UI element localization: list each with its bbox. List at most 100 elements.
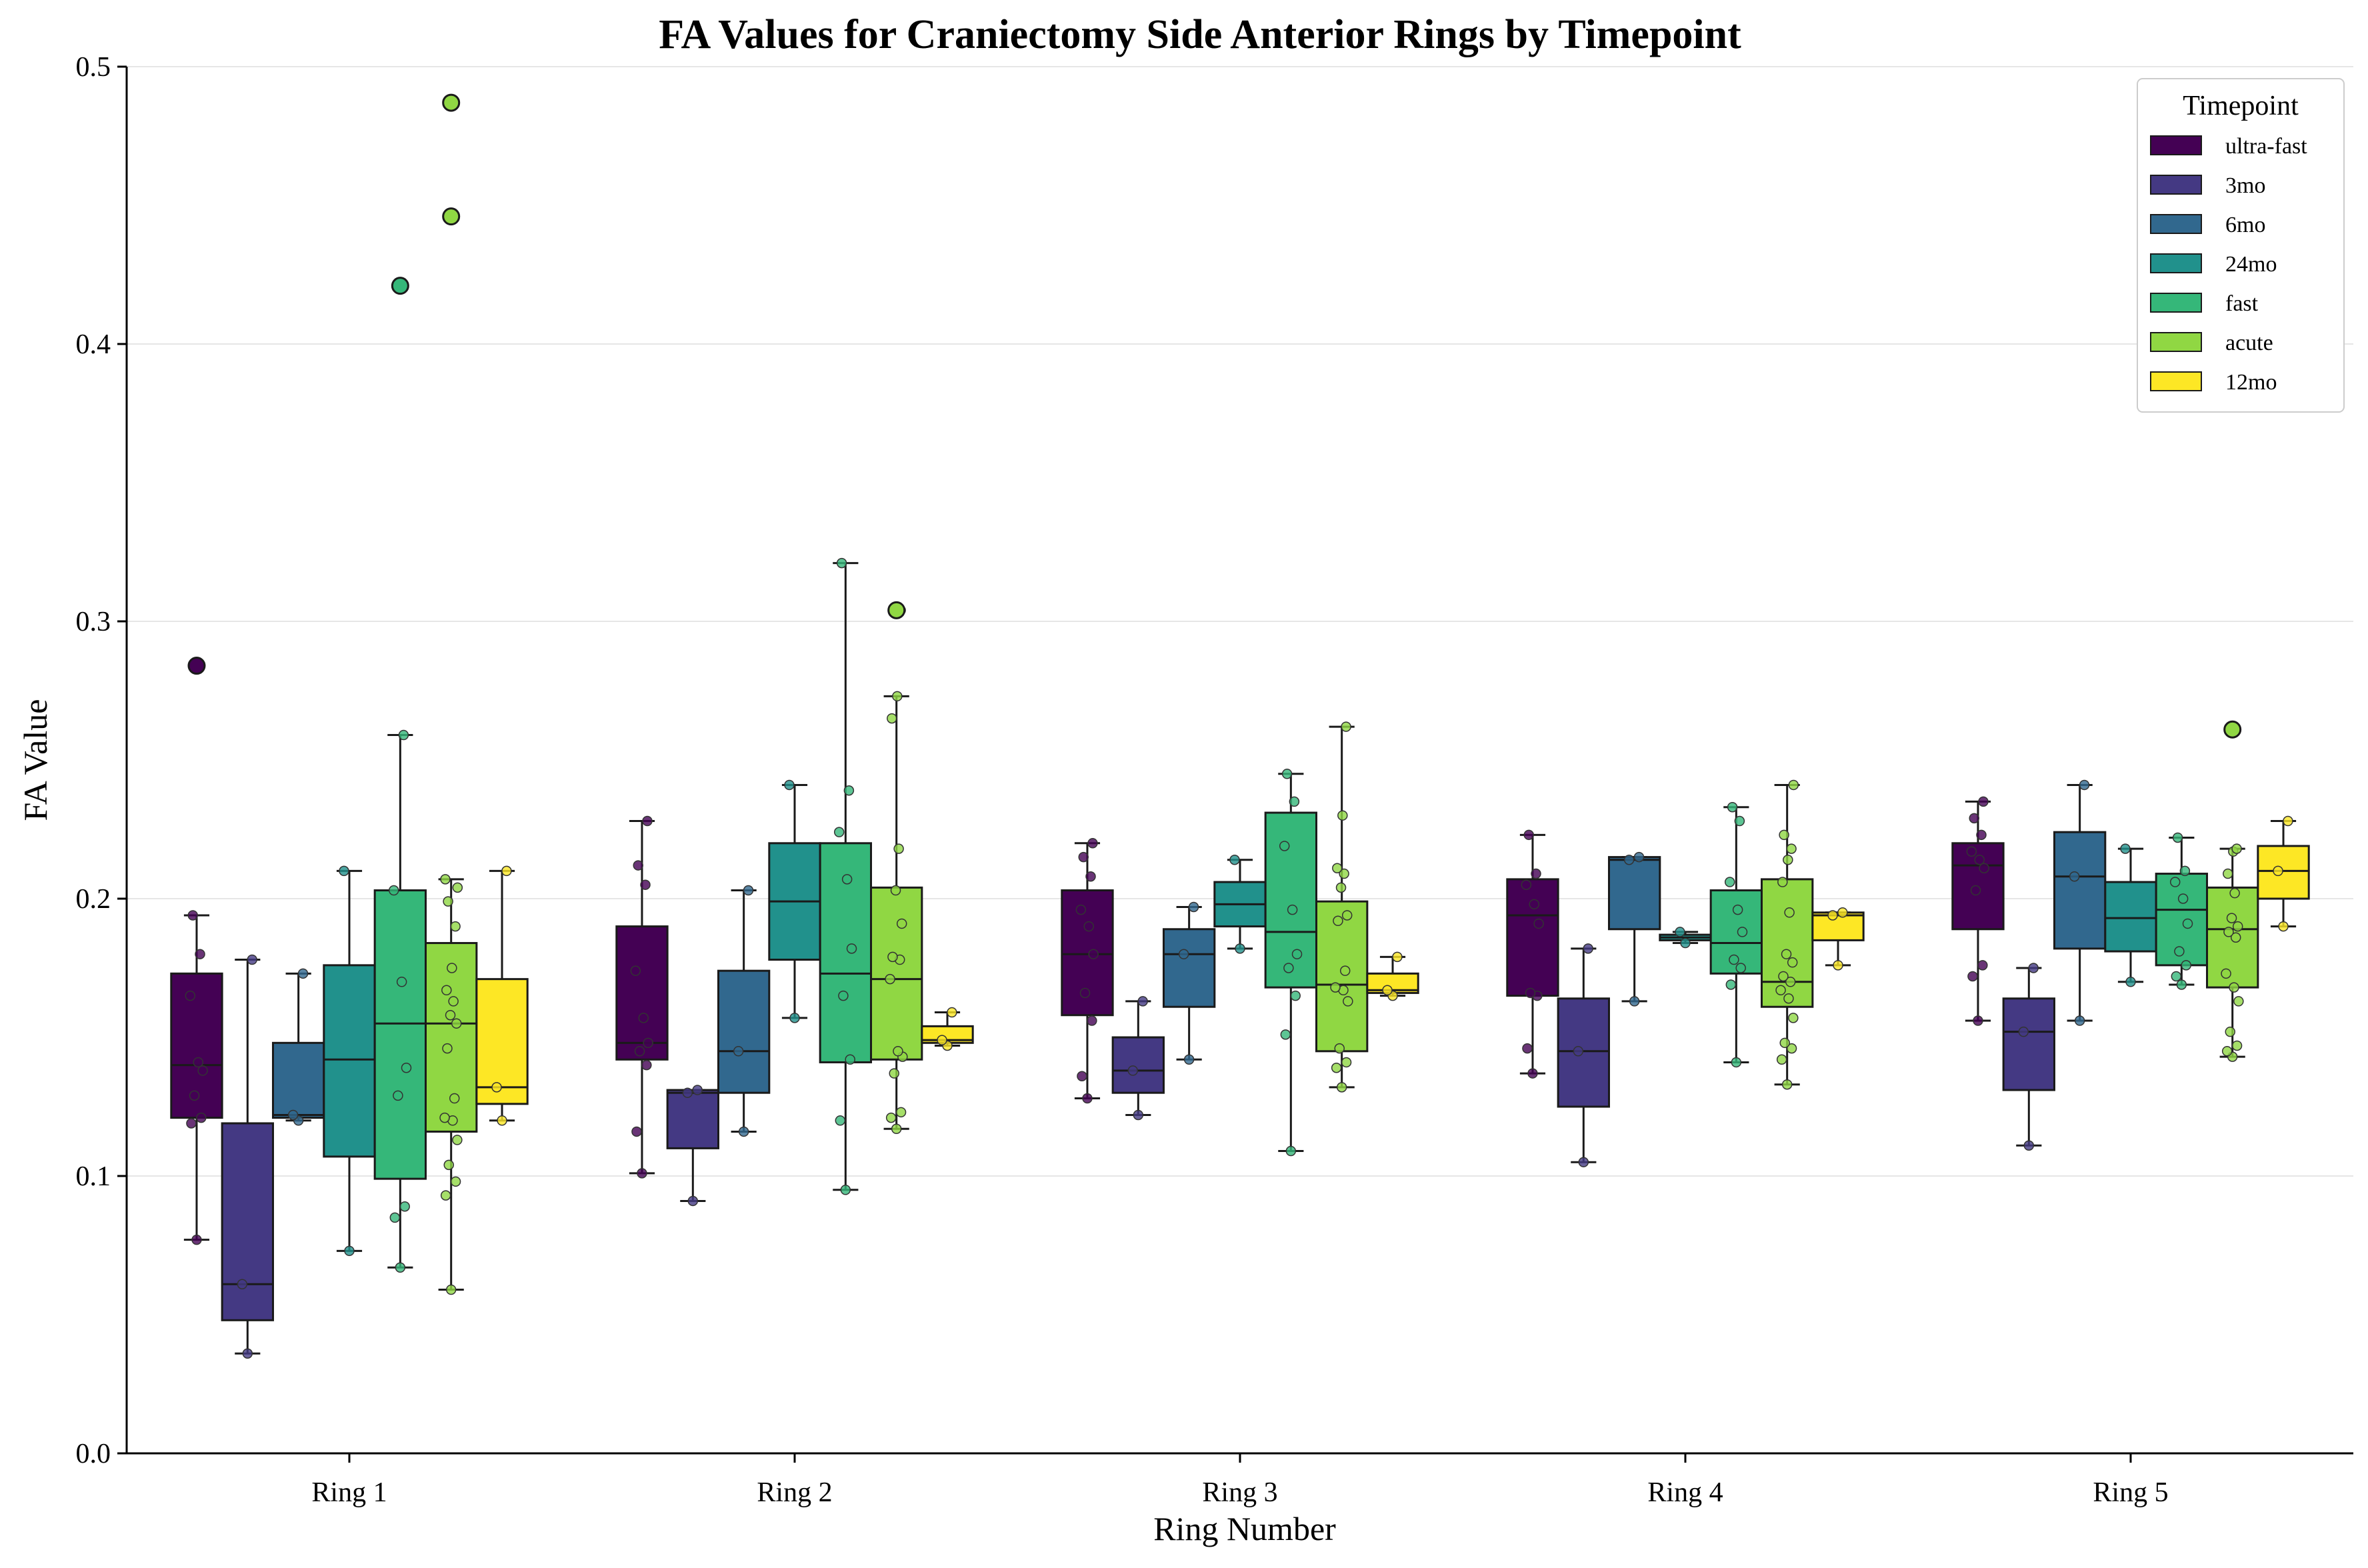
data-point	[889, 1068, 900, 1079]
data-point	[835, 1115, 846, 1126]
data-point	[885, 973, 895, 985]
data-point	[2177, 893, 2189, 904]
data-point	[643, 1037, 653, 1049]
box	[717, 969, 771, 1094]
box-acute	[1315, 721, 1369, 1093]
data-point	[1529, 899, 1540, 910]
box	[2002, 997, 2055, 1091]
data-point	[2229, 887, 2240, 899]
legend-swatch	[2150, 253, 2202, 273]
box	[1315, 900, 1369, 1053]
data-point	[891, 1123, 902, 1135]
data-point	[846, 943, 857, 954]
data-point	[339, 865, 349, 877]
legend-swatch	[2150, 371, 2202, 391]
box-ultra-fast	[615, 815, 669, 1179]
box	[1162, 928, 1216, 1008]
box	[2206, 886, 2259, 989]
box	[1761, 878, 1814, 1008]
box	[1607, 856, 1661, 931]
data-point	[682, 1087, 693, 1098]
data-point	[893, 843, 904, 854]
box-24mo	[323, 865, 376, 1257]
data-point	[2233, 996, 2244, 1007]
data-point	[398, 729, 409, 741]
data-point	[1737, 927, 1748, 937]
data-point	[1775, 985, 1786, 996]
x-axis-label: Ring Number	[1153, 1510, 1336, 1547]
data-point	[2283, 815, 2293, 827]
box-3mo	[221, 954, 274, 1359]
data-point	[189, 1090, 200, 1101]
data-point	[887, 713, 897, 724]
y-tick-label: 0.1	[76, 1161, 111, 1192]
data-point	[1967, 971, 1978, 982]
data-point	[450, 1176, 461, 1187]
data-point	[1781, 949, 1792, 959]
box-acute	[870, 601, 923, 1135]
data-point	[2023, 1140, 2035, 1151]
y-tick-label: 0.3	[76, 607, 111, 637]
data-point	[193, 1057, 204, 1068]
data-point	[1970, 885, 1981, 896]
data-point	[642, 815, 653, 827]
data-point	[451, 1018, 462, 1029]
data-point	[388, 885, 399, 896]
data-point	[2225, 1026, 2236, 1037]
data-point	[1785, 977, 1796, 987]
data-point	[396, 977, 407, 987]
box-fast	[1709, 801, 1763, 1068]
data-point	[440, 874, 451, 885]
data-point	[1332, 863, 1343, 873]
data-point	[784, 779, 795, 791]
data-point	[887, 951, 898, 963]
data-point	[1732, 904, 1743, 915]
data-point	[1183, 1054, 1195, 1065]
data-point	[2018, 1026, 2029, 1037]
x-tick-label: Ring 2	[757, 1477, 832, 1508]
data-point	[1833, 960, 1843, 971]
data-point	[885, 1112, 897, 1123]
data-point	[733, 1046, 744, 1057]
data-point	[287, 1109, 299, 1121]
data-point	[1623, 855, 1635, 865]
data-point	[2069, 871, 2080, 882]
data-point	[1735, 963, 1746, 973]
data-point	[439, 1112, 450, 1123]
data-point	[947, 1007, 957, 1018]
legend-swatch	[2150, 214, 2202, 234]
data-point	[1573, 1046, 1584, 1057]
data-point	[401, 1063, 412, 1073]
data-point	[1729, 954, 1739, 965]
box-fast	[819, 557, 873, 1195]
chart-title: FA Values for Craniectomy Side Anterior …	[659, 12, 1741, 57]
data-point	[633, 860, 643, 871]
data-point	[1633, 851, 1645, 863]
box	[666, 1089, 719, 1149]
data-point	[1629, 996, 1640, 1007]
legend-frame	[2137, 78, 2345, 413]
data-point	[452, 882, 463, 893]
box-12mo	[2257, 815, 2310, 932]
data-point	[1336, 1082, 1347, 1093]
data-point	[1341, 910, 1353, 921]
box-6mo	[2053, 779, 2107, 1026]
data-point	[1786, 1043, 1797, 1054]
data-point	[191, 1234, 202, 1245]
data-point	[1725, 979, 1737, 990]
data-point	[634, 1046, 645, 1057]
legend-item-label: 3mo	[2225, 173, 2265, 198]
data-point	[1235, 943, 1245, 954]
data-point	[1527, 1068, 1538, 1079]
data-point	[1523, 829, 1534, 841]
outlier-point	[887, 601, 906, 619]
box-3mo	[1557, 943, 1610, 1167]
data-point	[2079, 779, 2090, 791]
data-point	[1337, 810, 1348, 821]
data-point	[1973, 1015, 1983, 1026]
data-point	[1137, 996, 1148, 1007]
box	[1111, 1036, 1165, 1094]
data-point	[448, 996, 459, 1007]
data-point	[1343, 996, 1353, 1007]
data-point	[445, 1009, 456, 1021]
